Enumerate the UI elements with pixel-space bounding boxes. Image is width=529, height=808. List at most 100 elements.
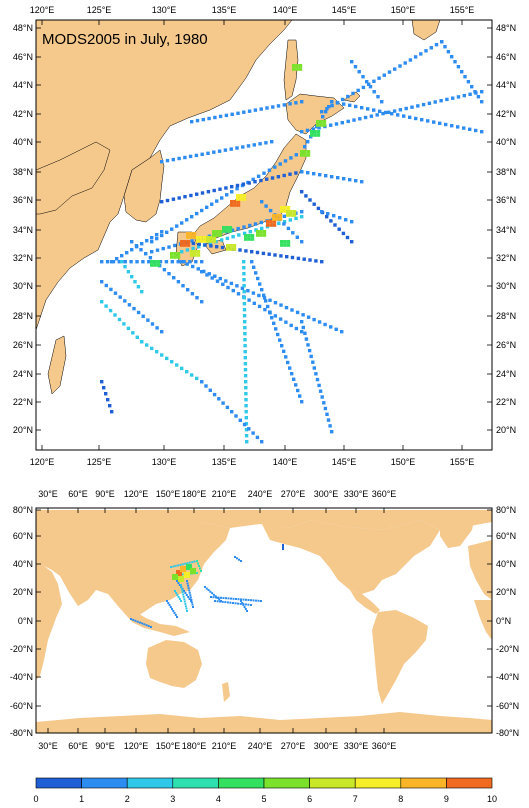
obs-cell bbox=[170, 255, 174, 259]
obs-cell bbox=[167, 602, 170, 604]
obs-cell bbox=[222, 226, 226, 230]
obs-cell bbox=[202, 239, 207, 243]
obs-cell bbox=[184, 605, 187, 608]
obs-cell bbox=[190, 120, 194, 124]
map1-lat-label-left: 44°N bbox=[13, 80, 33, 90]
map2-lat-label-right: -60°N bbox=[496, 701, 519, 711]
colorbar-label: 4 bbox=[216, 794, 221, 804]
obs-cell bbox=[292, 210, 297, 214]
obs-cell bbox=[290, 372, 294, 376]
obs-cell bbox=[250, 599, 252, 602]
colorbar-labels: 0 1 2 3 4 5 6 7 8 9 10 bbox=[33, 794, 497, 804]
colorbar-label: 3 bbox=[170, 794, 175, 804]
obs-cell bbox=[218, 276, 222, 281]
obs-cell bbox=[189, 193, 193, 198]
map2-lon-label-top: 120°E bbox=[124, 489, 149, 499]
obs-cell bbox=[223, 148, 228, 152]
obs-cell bbox=[230, 410, 234, 414]
obs-cell bbox=[256, 233, 260, 237]
obs-cell bbox=[176, 578, 178, 580]
map2-lat-label-right: -40°N bbox=[496, 672, 519, 682]
obs-cell bbox=[174, 590, 176, 592]
obs-cell bbox=[367, 82, 371, 86]
obs-cell bbox=[346, 119, 350, 124]
map2-lon-label-top: 330°E bbox=[344, 489, 369, 499]
obs-cell bbox=[322, 401, 326, 405]
obs-cell bbox=[310, 130, 314, 134]
map2-land-africa bbox=[36, 560, 62, 680]
obs-cell bbox=[330, 175, 334, 179]
obs-cell bbox=[312, 172, 316, 176]
obs-cell bbox=[184, 568, 186, 570]
obs-cell bbox=[222, 597, 225, 599]
obs-cell bbox=[190, 215, 194, 219]
map2-lat-label-right: -80°N bbox=[496, 728, 519, 738]
obs-cell bbox=[165, 198, 170, 203]
obs-cell bbox=[300, 330, 304, 334]
obs-cell bbox=[239, 197, 243, 201]
obs-cell bbox=[242, 260, 246, 264]
obs-cell bbox=[233, 203, 237, 207]
obs-cell bbox=[244, 237, 248, 241]
obs-cell bbox=[204, 586, 206, 588]
obs-cell bbox=[369, 114, 374, 118]
obs-cell bbox=[182, 260, 186, 264]
obs-cell bbox=[319, 123, 323, 127]
obs-cell bbox=[105, 260, 110, 264]
obs-cell bbox=[286, 213, 290, 217]
obs-cell bbox=[224, 113, 229, 118]
map1-land-sakhalin bbox=[283, 39, 299, 101]
obs-cell bbox=[238, 558, 240, 561]
obs-cell bbox=[350, 220, 354, 224]
map2-lon-label-top: 150°E bbox=[156, 489, 181, 499]
obs-cell bbox=[341, 231, 346, 236]
map2-lat-label-right: 0°N bbox=[496, 616, 511, 626]
map1-lon-label-top: 125°E bbox=[87, 5, 112, 15]
obs-cell bbox=[325, 107, 329, 111]
colorbar-box bbox=[81, 777, 128, 789]
obs-cell bbox=[357, 70, 361, 74]
obs-cell bbox=[155, 236, 159, 241]
obs-cell bbox=[225, 236, 230, 241]
obs-cell bbox=[111, 260, 116, 264]
map2-lon-label-top: 60°E bbox=[68, 489, 88, 499]
obs-cell bbox=[150, 322, 155, 326]
obs-cell bbox=[185, 594, 188, 596]
obs-cell bbox=[234, 556, 236, 558]
obs-cell bbox=[231, 288, 235, 293]
obs-cell bbox=[283, 240, 287, 244]
map1-lat-label-right: 26°N bbox=[496, 340, 516, 350]
obs-cell bbox=[245, 598, 247, 601]
obs-cell bbox=[162, 268, 167, 272]
colorbar-label: 2 bbox=[125, 794, 130, 804]
map2-land-greenland bbox=[440, 510, 476, 548]
obs-cell bbox=[244, 416, 248, 420]
obs-cell bbox=[236, 194, 240, 198]
obs-cell bbox=[213, 115, 217, 120]
obs-cell bbox=[356, 88, 360, 93]
obs-cell bbox=[180, 243, 184, 247]
map1-lat-label-left: 30°N bbox=[13, 281, 33, 291]
obs-cell bbox=[212, 236, 217, 240]
obs-cell bbox=[183, 155, 187, 160]
obs-cell bbox=[266, 223, 270, 227]
obs-cell bbox=[122, 322, 126, 326]
obs-cell bbox=[175, 363, 179, 367]
obs-cell bbox=[225, 226, 229, 230]
map1-lat-label-right: 44°N bbox=[496, 80, 516, 90]
obs-cell bbox=[184, 592, 187, 594]
obs-cell bbox=[186, 288, 190, 292]
obs-cell bbox=[314, 372, 318, 376]
obs-cell bbox=[348, 103, 352, 107]
obs-cell bbox=[196, 239, 200, 243]
obs-cell bbox=[242, 308, 247, 312]
obs-cell bbox=[316, 123, 320, 127]
obs-cell bbox=[153, 260, 157, 264]
obs-cell bbox=[301, 325, 305, 330]
map1-lon-label-bottom: 140°E bbox=[273, 457, 298, 467]
obs-cell bbox=[314, 259, 318, 263]
obs-cell bbox=[337, 227, 341, 231]
obs-cell bbox=[193, 560, 196, 563]
obs-cell bbox=[183, 590, 185, 592]
obs-cell bbox=[160, 233, 164, 238]
